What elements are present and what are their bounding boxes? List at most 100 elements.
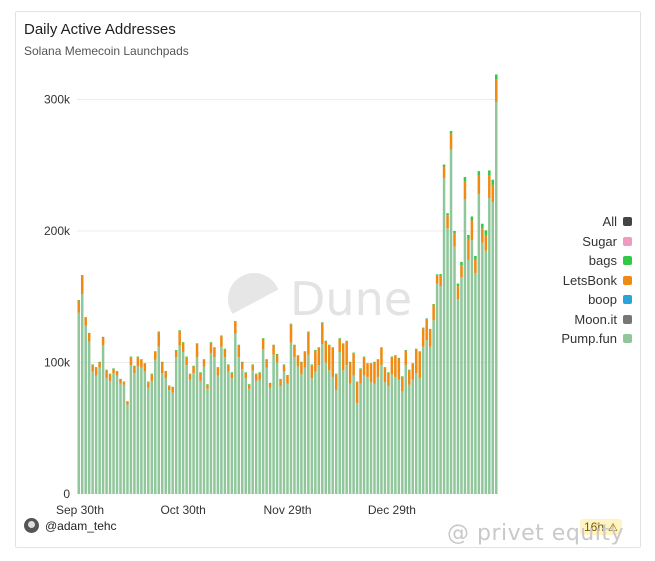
bar-letsbonk[interactable]: [133, 366, 136, 374]
bar-pump-fun[interactable]: [254, 380, 258, 494]
bar-bags[interactable]: [230, 372, 234, 374]
bar-bags[interactable]: [282, 364, 286, 366]
bar-bags[interactable]: [185, 356, 188, 358]
bar-pump-fun[interactable]: [397, 379, 401, 494]
bar-pump-fun[interactable]: [484, 250, 488, 494]
bar-bags[interactable]: [160, 361, 164, 363]
bar-letsbonk[interactable]: [474, 259, 477, 274]
bar-bags[interactable]: [195, 343, 199, 345]
bar-letsbonk[interactable]: [181, 342, 185, 352]
bar-bags[interactable]: [286, 374, 289, 376]
bar-bags[interactable]: [421, 327, 425, 329]
bar-letsbonk[interactable]: [408, 370, 411, 385]
bar-letsbonk[interactable]: [115, 371, 119, 376]
bar-bags[interactable]: [241, 361, 244, 363]
bar-pump-fun[interactable]: [91, 371, 94, 494]
bar-bags[interactable]: [192, 365, 195, 367]
bar-bags[interactable]: [178, 330, 181, 331]
bar-letsbonk[interactable]: [216, 367, 220, 376]
bar-bags[interactable]: [449, 131, 453, 134]
bar-pump-fun[interactable]: [414, 373, 418, 494]
bar-letsbonk[interactable]: [241, 362, 244, 370]
bar-pump-fun[interactable]: [432, 320, 435, 494]
bar-letsbonk[interactable]: [206, 384, 209, 389]
bar-letsbonk[interactable]: [303, 351, 307, 368]
bar-pump-fun[interactable]: [150, 380, 154, 494]
bar-pump-fun[interactable]: [209, 353, 213, 494]
bar-bags[interactable]: [321, 322, 324, 324]
bar-letsbonk[interactable]: [310, 365, 314, 379]
bar-bags[interactable]: [216, 367, 220, 368]
bar-pump-fun[interactable]: [282, 371, 286, 494]
bar-pump-fun[interactable]: [178, 345, 181, 494]
bar-pump-fun[interactable]: [359, 383, 362, 494]
bar-letsbonk[interactable]: [421, 328, 425, 347]
bar-pump-fun[interactable]: [380, 365, 383, 494]
bar-letsbonk[interactable]: [91, 365, 94, 372]
bar-letsbonk[interactable]: [477, 175, 481, 195]
bar-bags[interactable]: [373, 361, 376, 363]
bar-letsbonk[interactable]: [98, 362, 101, 368]
bar-letsbonk[interactable]: [439, 275, 442, 287]
bar-letsbonk[interactable]: [122, 382, 126, 385]
bar-letsbonk[interactable]: [345, 341, 348, 366]
bar-pump-fun[interactable]: [272, 354, 275, 494]
bar-pump-fun[interactable]: [192, 373, 195, 494]
bar-letsbonk[interactable]: [258, 373, 261, 380]
bar-pump-fun[interactable]: [143, 371, 147, 494]
bar-bags[interactable]: [463, 177, 467, 181]
bar-bags[interactable]: [432, 303, 435, 305]
bar-letsbonk[interactable]: [328, 345, 331, 371]
bar-letsbonk[interactable]: [251, 365, 254, 371]
bar-pump-fun[interactable]: [488, 198, 491, 494]
bar-pump-fun[interactable]: [195, 357, 199, 494]
bar-pump-fun[interactable]: [220, 346, 223, 494]
bar-bags[interactable]: [279, 378, 282, 380]
bar-bags[interactable]: [296, 355, 300, 356]
bar-bags[interactable]: [265, 359, 268, 360]
bar-pump-fun[interactable]: [383, 382, 387, 494]
bar-pump-fun[interactable]: [456, 299, 460, 494]
bar-letsbonk[interactable]: [352, 353, 355, 376]
bar-pump-fun[interactable]: [314, 371, 317, 494]
bar-pump-fun[interactable]: [404, 365, 408, 494]
bar-letsbonk[interactable]: [129, 357, 133, 366]
legend-item-boop[interactable]: boop: [548, 290, 632, 310]
legend-item-pump-fun[interactable]: Pump.fun: [548, 329, 632, 349]
bar-pump-fun[interactable]: [352, 375, 355, 494]
bar-bags[interactable]: [213, 347, 216, 349]
bar-letsbonk[interactable]: [199, 373, 202, 381]
bar-bags[interactable]: [261, 338, 265, 339]
bar-pump-fun[interactable]: [425, 340, 428, 494]
bar-pump-fun[interactable]: [258, 379, 261, 494]
bar-pump-fun[interactable]: [355, 403, 359, 494]
bar-pump-fun[interactable]: [77, 312, 80, 494]
bar-letsbonk[interactable]: [119, 379, 122, 384]
bar-letsbonk[interactable]: [453, 233, 456, 247]
bar-letsbonk[interactable]: [491, 184, 495, 203]
bar-letsbonk[interactable]: [171, 387, 174, 393]
bar-bags[interactable]: [84, 317, 87, 318]
bar-letsbonk[interactable]: [355, 382, 359, 404]
bar-letsbonk[interactable]: [87, 333, 91, 342]
bar-bags[interactable]: [310, 364, 314, 366]
bar-bags[interactable]: [133, 365, 136, 367]
bar-pump-fun[interactable]: [247, 388, 251, 494]
bar-pump-fun[interactable]: [216, 375, 220, 494]
bar-pump-fun[interactable]: [328, 370, 331, 494]
bar-pump-fun[interactable]: [289, 342, 293, 494]
bar-bags[interactable]: [366, 363, 369, 364]
bar-bags[interactable]: [206, 384, 209, 385]
bar-bags[interactable]: [136, 356, 140, 358]
bar-pump-fun[interactable]: [157, 346, 161, 494]
bar-letsbonk[interactable]: [157, 332, 161, 347]
bar-bags[interactable]: [387, 372, 390, 374]
bar-pump-fun[interactable]: [321, 344, 324, 494]
bar-bags[interactable]: [355, 381, 359, 383]
bar-pump-fun[interactable]: [453, 246, 456, 494]
bar-pump-fun[interactable]: [435, 283, 439, 494]
bar-bags[interactable]: [150, 373, 154, 375]
bar-bags[interactable]: [300, 361, 303, 363]
bar-letsbonk[interactable]: [369, 363, 373, 383]
bar-letsbonk[interactable]: [84, 317, 87, 326]
